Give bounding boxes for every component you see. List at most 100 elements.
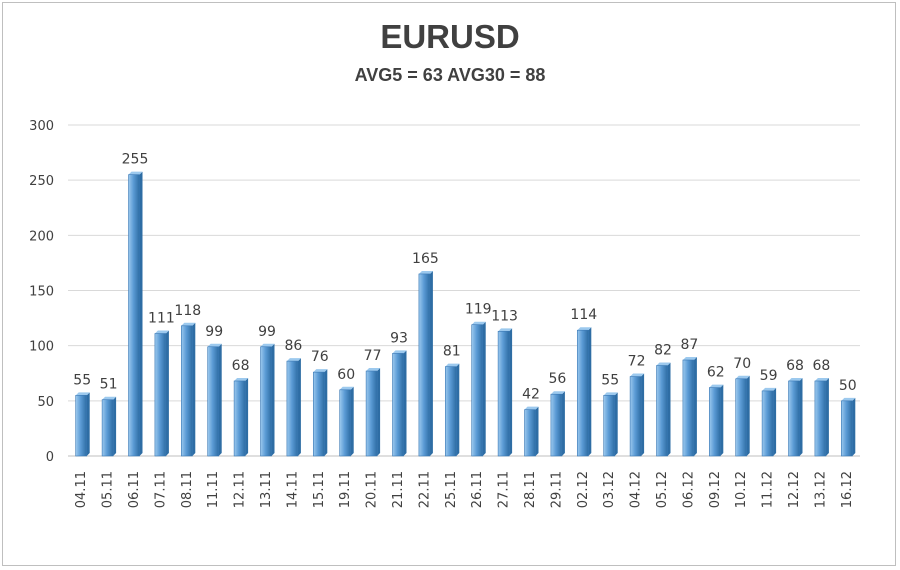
bar-front — [154, 333, 167, 457]
data-label: 50 — [839, 378, 857, 394]
bar-front — [603, 395, 616, 457]
bar-top — [577, 327, 592, 331]
bar-front — [682, 359, 695, 457]
bar — [576, 327, 592, 457]
bar-top — [709, 384, 724, 388]
bar-top — [286, 358, 301, 362]
bar-side — [825, 377, 829, 456]
bar-side — [720, 384, 724, 456]
bar-front — [814, 380, 827, 457]
bar-top — [313, 369, 328, 373]
bar — [418, 270, 433, 457]
bar-side — [561, 391, 565, 456]
bar — [154, 330, 169, 457]
x-tick-label: 26.11 — [470, 471, 485, 508]
data-label: 62 — [707, 365, 725, 381]
x-tick-label: 06.12 — [681, 471, 696, 508]
bar-side — [509, 328, 513, 456]
chart-subtitle: AVG5 = 63 AVG30 = 88 — [354, 65, 546, 85]
bar — [524, 406, 539, 457]
bar-side — [218, 343, 222, 456]
x-tick-label: 16.12 — [840, 471, 855, 508]
y-tick-label: 50 — [37, 395, 54, 410]
bar-top — [392, 350, 407, 354]
x-tick-label: 27.11 — [497, 471, 512, 508]
x-tick-label: 04.11 — [74, 471, 89, 508]
data-label: 82 — [654, 343, 672, 359]
bar-top — [498, 328, 513, 332]
bar-side — [324, 369, 328, 456]
bar-top — [788, 377, 803, 381]
bar-front — [101, 399, 114, 457]
bar — [286, 358, 301, 457]
bar — [708, 384, 724, 457]
x-tick-label: 25.11 — [444, 471, 459, 508]
bar-front — [75, 395, 87, 457]
data-label: 77 — [364, 348, 382, 364]
data-label: 76 — [311, 349, 329, 365]
bar-front — [840, 400, 853, 457]
bar — [814, 377, 829, 457]
bar-side — [799, 377, 803, 456]
bar-top — [366, 368, 381, 372]
bar-front — [761, 390, 774, 457]
bar — [788, 377, 803, 457]
bar-top — [102, 396, 117, 400]
data-label: 70 — [733, 356, 751, 372]
bar-front — [576, 329, 589, 457]
x-axis: 04.11 05.11 06.11 07.11 08.11 11.11 12.11 13.11… — [74, 471, 855, 508]
y-tick-label: 150 — [29, 285, 54, 300]
bar-side — [113, 396, 117, 456]
bar-side — [746, 375, 750, 456]
bar — [392, 350, 407, 457]
bar-top — [234, 377, 249, 381]
bar-front — [497, 331, 510, 457]
x-tick-label: 09.12 — [708, 471, 723, 508]
data-label: 42 — [522, 387, 540, 403]
bar-top — [550, 391, 565, 395]
bar-front — [708, 387, 721, 457]
x-tick-label: 07.11 — [153, 471, 168, 508]
data-label: 60 — [337, 367, 355, 383]
data-label: 56 — [548, 371, 566, 387]
bar-side — [297, 358, 301, 456]
data-label: 87 — [680, 337, 698, 353]
bar-top — [128, 171, 143, 175]
bar-front — [312, 371, 325, 457]
bar-side — [86, 392, 90, 456]
data-label: 81 — [443, 344, 461, 360]
bars — [75, 171, 856, 457]
bar-side — [773, 387, 777, 456]
x-tick-label: 28.11 — [523, 471, 538, 508]
bar-side — [429, 270, 433, 456]
data-label: 118 — [174, 303, 201, 319]
bar — [339, 386, 354, 457]
x-tick-label: 13.11 — [259, 471, 274, 508]
bar — [260, 343, 275, 457]
x-tick-label: 05.11 — [101, 471, 116, 508]
data-label: 99 — [258, 324, 276, 340]
bar — [365, 368, 381, 457]
bar — [128, 171, 143, 457]
x-tick-label: 14.11 — [285, 471, 300, 508]
x-tick-label: 11.12 — [761, 471, 776, 508]
bar — [840, 397, 856, 457]
bar-top — [339, 386, 354, 390]
x-tick-label: 06.11 — [127, 471, 142, 508]
bar-front — [656, 365, 668, 457]
data-label: 68 — [786, 358, 804, 374]
bar — [75, 392, 90, 457]
bar-top — [682, 357, 697, 361]
x-tick-label: 19.11 — [338, 471, 353, 508]
bar-side — [667, 362, 671, 456]
bar — [656, 362, 671, 457]
bar — [682, 357, 697, 457]
x-tick-label: 15.11 — [312, 471, 327, 508]
data-label: 59 — [760, 368, 778, 384]
bar-side — [641, 373, 645, 456]
x-tick-label: 10.12 — [734, 471, 749, 508]
data-label: 165 — [412, 251, 439, 267]
bar-front — [788, 380, 800, 457]
bar-top — [154, 330, 169, 334]
